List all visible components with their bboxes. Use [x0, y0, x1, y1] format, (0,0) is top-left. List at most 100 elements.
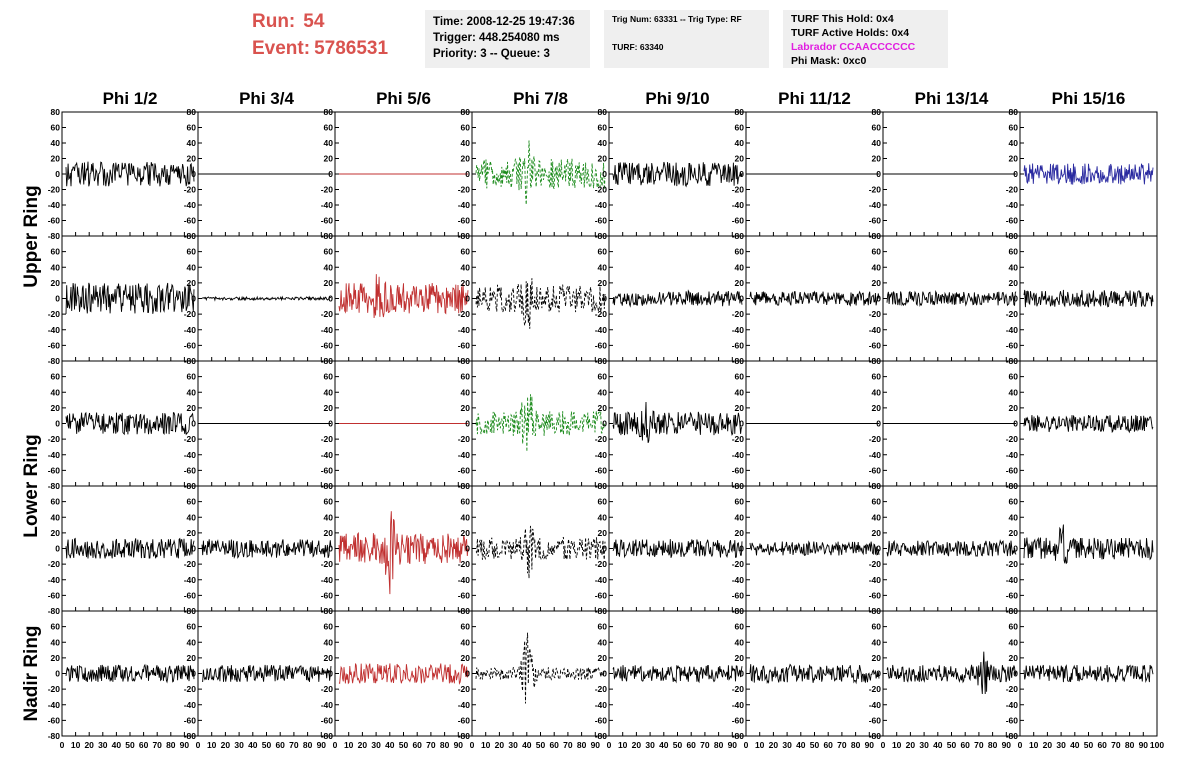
y-tick-label: 80: [324, 107, 334, 117]
y-tick-label: -80: [48, 606, 61, 616]
ring-label-1: Upper Ring: [21, 185, 42, 287]
x-tick-label: 70: [837, 740, 847, 750]
y-tick-label: 60: [1009, 372, 1019, 382]
phi-header-1: Phi 1/2: [103, 89, 158, 108]
y-tick-label: -60: [869, 465, 882, 475]
x-tick-label: 90: [454, 740, 464, 750]
y-tick-label: 60: [598, 497, 608, 507]
y-tick-label: -40: [595, 200, 608, 210]
y-tick-label: -60: [732, 590, 745, 600]
y-tick-label: -20: [869, 434, 882, 444]
y-tick-label: 40: [187, 512, 197, 522]
y-tick-label: 40: [735, 512, 745, 522]
waveform-line: [1023, 524, 1154, 565]
y-tick-label: -40: [184, 575, 197, 585]
y-tick-label: 20: [1009, 653, 1019, 663]
y-tick-label: -20: [458, 185, 471, 195]
y-tick-label: 20: [1009, 278, 1019, 288]
y-tick-label: 40: [461, 512, 471, 522]
y-tick-label: 0: [876, 544, 881, 554]
x-tick-label: 70: [426, 740, 436, 750]
panel-frame: [882, 485, 1021, 612]
x-tick-label: 10: [755, 740, 765, 750]
y-tick-label: 60: [51, 497, 61, 507]
y-tick-label: 20: [461, 154, 471, 164]
x-tick-label: 40: [659, 740, 669, 750]
panel-frame: [745, 610, 884, 737]
y-tick-label: 40: [735, 138, 745, 148]
y-tick-label: -60: [321, 590, 334, 600]
y-tick-label: -80: [48, 481, 61, 491]
y-tick-label: -60: [869, 590, 882, 600]
y-tick-label: -20: [732, 309, 745, 319]
y-tick-label: -40: [869, 325, 882, 335]
y-tick-label: -60: [732, 715, 745, 725]
y-tick-label: -40: [458, 700, 471, 710]
y-tick-label: -60: [48, 590, 61, 600]
y-tick-label: 60: [872, 497, 882, 507]
y-tick-label: -40: [48, 700, 61, 710]
y-tick-label: -20: [184, 684, 197, 694]
y-tick-label: -40: [869, 700, 882, 710]
x-tick-label: 70: [152, 740, 162, 750]
y-tick-label: 60: [461, 622, 471, 632]
x-tick-label: 90: [1002, 740, 1012, 750]
y-tick-label: 40: [51, 512, 61, 522]
y-tick-label: 0: [739, 169, 744, 179]
y-tick-label: -60: [732, 216, 745, 226]
y-tick-label: 40: [1009, 262, 1019, 272]
y-tick-label: -20: [321, 559, 334, 569]
y-tick-label: 40: [461, 262, 471, 272]
waveform-line: [886, 290, 1017, 307]
y-tick-label: 40: [598, 138, 608, 148]
y-tick-label: 60: [187, 497, 197, 507]
waveform-line: [201, 295, 332, 302]
y-tick-label: 40: [324, 387, 334, 397]
x-tick-label: 10: [1029, 740, 1039, 750]
y-tick-label: 60: [51, 622, 61, 632]
y-tick-label: 60: [324, 247, 334, 257]
y-tick-label: 20: [324, 278, 334, 288]
trig-num-text: Trig Num: 63331 -- Trig Type: RF: [612, 14, 742, 24]
panel-frame: [608, 485, 747, 612]
y-tick-label: -80: [321, 731, 334, 741]
y-tick-label: 60: [461, 247, 471, 257]
x-tick-label: 80: [988, 740, 998, 750]
y-tick-label: 0: [55, 544, 60, 554]
y-tick-label: -40: [732, 700, 745, 710]
y-tick-label: -40: [184, 200, 197, 210]
y-tick-label: 60: [735, 372, 745, 382]
x-tick-label: 60: [275, 740, 285, 750]
x-tick-label: 10: [71, 740, 81, 750]
y-tick-label: 0: [465, 169, 470, 179]
y-tick-label: 20: [324, 528, 334, 538]
y-tick-label: -20: [595, 559, 608, 569]
y-tick-label: -20: [458, 434, 471, 444]
waveform-line: [612, 539, 743, 559]
x-tick-label: 30: [508, 740, 518, 750]
waveform-line: [338, 663, 469, 685]
y-tick-label: 20: [598, 653, 608, 663]
y-tick-label: 80: [598, 107, 608, 117]
panel-r2-c1: 60 40 20 0 -20 -40 -60 -80: [48, 235, 199, 366]
y-tick-label: 60: [461, 123, 471, 133]
y-tick-label: 40: [51, 262, 61, 272]
y-tick-label: 0: [1013, 294, 1018, 304]
y-tick-label: 40: [51, 387, 61, 397]
panel-r5-c5: 60 40 20 0 -20 -40 -60 -80: [595, 610, 747, 741]
y-tick-label: -40: [48, 575, 61, 585]
y-tick-label: 40: [872, 637, 882, 647]
x-tick-label: 60: [686, 740, 696, 750]
y-tick-label: -60: [48, 465, 61, 475]
priority-text: Priority: 3 -- Queue: 3: [433, 48, 550, 60]
y-tick-label: -60: [595, 715, 608, 725]
y-tick-label: 0: [739, 294, 744, 304]
x-tick-label: 100: [1150, 740, 1164, 750]
x-tick-label: 50: [125, 740, 135, 750]
